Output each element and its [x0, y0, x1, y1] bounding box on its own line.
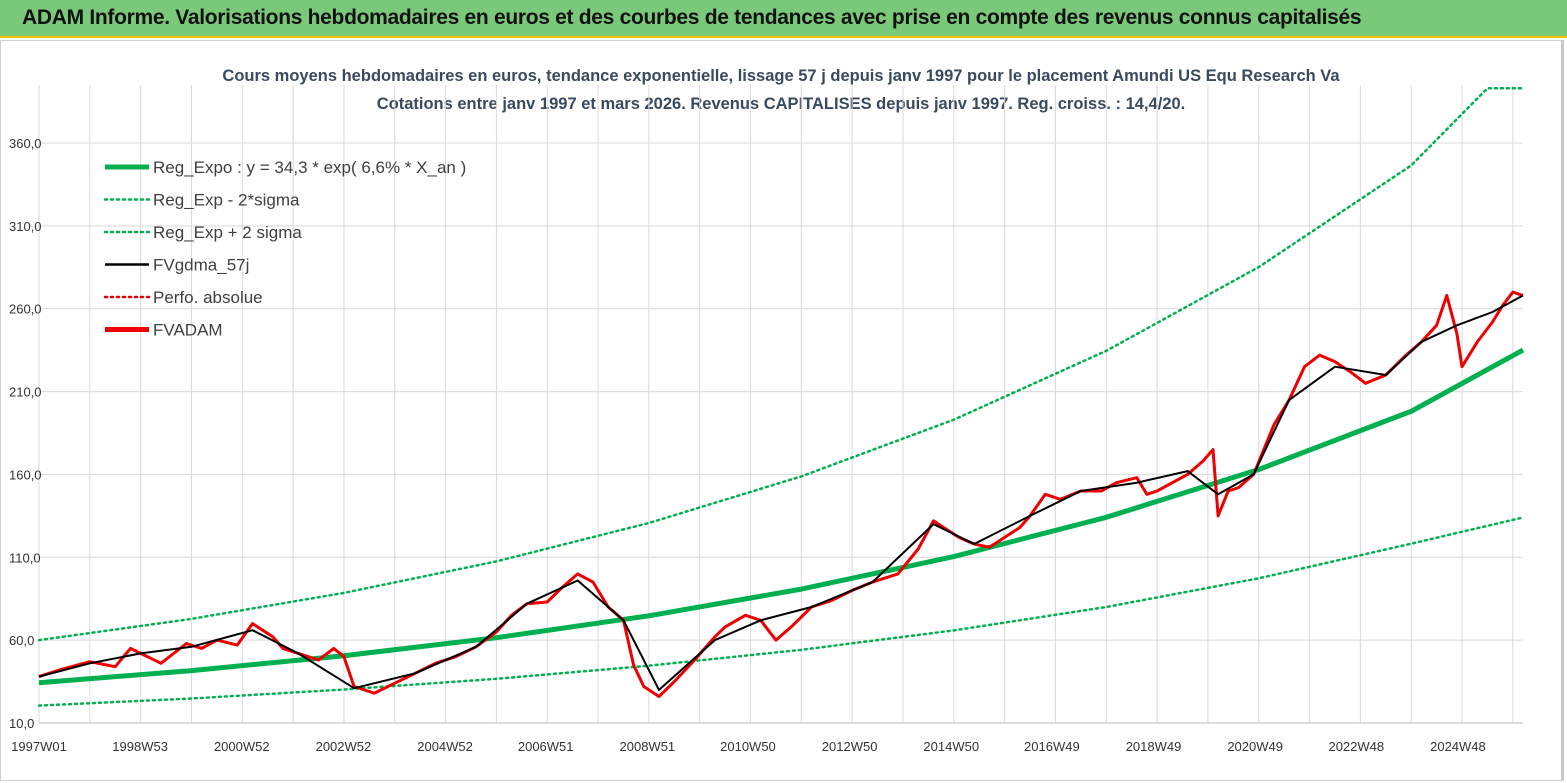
- y-tick-label: 10,0: [9, 716, 34, 731]
- legend: Reg_Expo : y = 34,3 * exp( 6,6% * X_an )…: [103, 158, 466, 340]
- series-reg-plus-2sigma: [37, 87, 1525, 642]
- legend-label: Reg_Expo : y = 34,3 * exp( 6,6% * X_an ): [153, 158, 466, 177]
- series-reg-minus-2sigma: [37, 516, 1525, 707]
- x-tick-label: 2004W52: [417, 739, 473, 754]
- legend-label: FVADAM: [153, 321, 223, 340]
- x-tick-label: 2014W50: [923, 739, 979, 754]
- x-tick-label: 2024W48: [1430, 739, 1486, 754]
- x-tick-label: 2008W51: [620, 739, 676, 754]
- y-tick-label: 160,0: [9, 467, 42, 482]
- legend-label: FVgdma_57j: [153, 256, 249, 275]
- chart-title-line-2: Cotations entre janv 1997 et mars 2026. …: [377, 95, 1186, 113]
- series-fvgdma-57j: [38, 294, 1524, 691]
- axes: 10,0 60,0 110,0 160,0 210,0 260,0 310,0 360,0 19…: [9, 136, 1523, 754]
- x-tick-label: 2002W52: [316, 739, 372, 754]
- x-tick-label: 2006W51: [518, 739, 574, 754]
- legend-label: Perfo. absolue: [153, 288, 263, 307]
- x-tick-label: 1997W01: [11, 739, 67, 754]
- chart-title-line-1: Cours moyens hebdomadaires en euros, ten…: [222, 67, 1340, 85]
- x-tick-label: 2010W50: [720, 739, 776, 754]
- chart-frame: Cours moyens hebdomadaires en euros, ten…: [0, 40, 1564, 781]
- x-tick-label: 2000W52: [214, 739, 270, 754]
- series-reg-expo: [38, 347, 1525, 686]
- y-tick-label: 110,0: [9, 550, 41, 565]
- x-tick-label: 2016W49: [1024, 739, 1080, 754]
- report-title: ADAM Informe. Valorisations hebdomadaire…: [22, 6, 1362, 29]
- y-tick-label: 310,0: [9, 219, 42, 234]
- y-tick-label: 260,0: [9, 302, 42, 317]
- x-tick-label: 2018W49: [1126, 739, 1182, 754]
- legend-label: Reg_Exp + 2 sigma: [153, 223, 302, 242]
- report-banner: ADAM Informe. Valorisations hebdomadaire…: [0, 0, 1567, 38]
- y-tick-label: 210,0: [9, 385, 42, 400]
- gridlines: [38, 85, 1523, 724]
- x-tick-label: 2022W48: [1328, 739, 1384, 754]
- x-tick-label: 1998W53: [112, 739, 168, 754]
- x-tick-label: 2020W49: [1227, 739, 1283, 754]
- legend-label: Reg_Exp - 2*sigma: [153, 191, 300, 210]
- plot-series: [37, 87, 1525, 707]
- chart-area: Cours moyens hebdomadaires en euros, ten…: [9, 67, 1525, 754]
- y-tick-label: 360,0: [9, 136, 42, 151]
- x-tick-label: 2012W50: [822, 739, 878, 754]
- y-tick-label: 60,0: [9, 633, 34, 648]
